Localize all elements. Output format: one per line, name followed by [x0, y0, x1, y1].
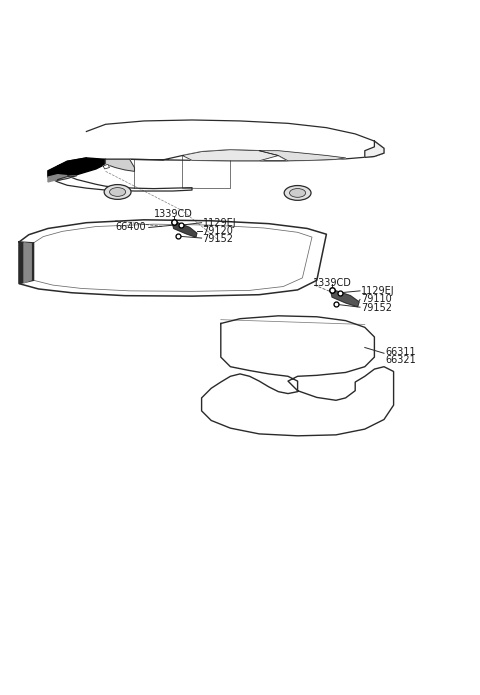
- Ellipse shape: [284, 186, 311, 200]
- Text: 1129EJ: 1129EJ: [361, 286, 395, 296]
- Polygon shape: [182, 149, 278, 161]
- Polygon shape: [106, 159, 134, 172]
- Ellipse shape: [109, 188, 126, 197]
- Polygon shape: [58, 176, 77, 181]
- Polygon shape: [259, 151, 346, 161]
- Polygon shape: [24, 243, 31, 283]
- Ellipse shape: [289, 188, 306, 197]
- Text: 66321: 66321: [385, 355, 416, 365]
- Polygon shape: [365, 141, 384, 158]
- Polygon shape: [19, 220, 326, 296]
- Text: 79110: 79110: [361, 295, 392, 304]
- Text: 79120: 79120: [203, 227, 233, 236]
- Text: 1129EJ: 1129EJ: [203, 218, 236, 228]
- Text: 1339CD: 1339CD: [313, 278, 351, 288]
- Polygon shape: [173, 222, 197, 237]
- Text: 1339CD: 1339CD: [155, 208, 193, 219]
- Polygon shape: [202, 316, 394, 436]
- Polygon shape: [48, 158, 106, 181]
- Polygon shape: [19, 242, 34, 284]
- Polygon shape: [103, 164, 109, 169]
- Polygon shape: [106, 149, 288, 161]
- Text: 66311: 66311: [385, 348, 416, 357]
- Ellipse shape: [104, 185, 131, 199]
- Polygon shape: [331, 291, 359, 306]
- Polygon shape: [48, 174, 67, 182]
- Polygon shape: [48, 120, 384, 191]
- Text: 79152: 79152: [361, 303, 393, 313]
- Text: 79152: 79152: [203, 234, 234, 244]
- Text: 66400: 66400: [116, 222, 146, 233]
